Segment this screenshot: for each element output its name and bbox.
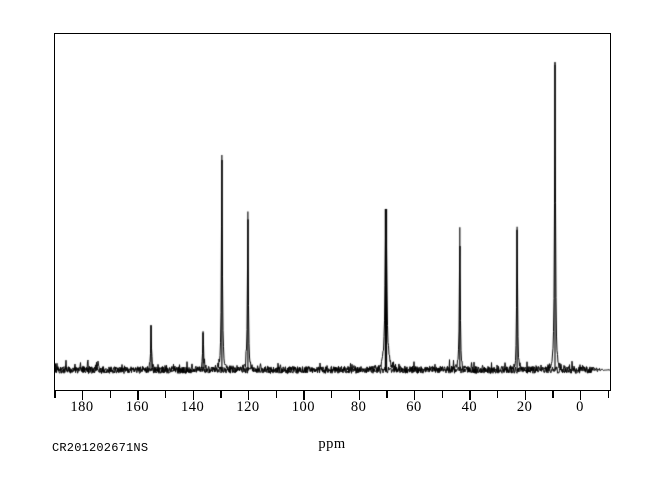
x-axis-tick-label: 140 — [181, 399, 205, 415]
spectrum-trace — [55, 34, 610, 390]
x-axis-minor-tick — [275, 391, 277, 398]
x-axis-minor-tick — [441, 391, 443, 398]
x-axis-minor-tick — [331, 391, 333, 398]
x-axis-major-tick — [524, 391, 526, 400]
x-axis-tick-label: 40 — [461, 399, 478, 415]
x-axis-tick-label: 20 — [516, 399, 533, 415]
x-axis-tick-label: 100 — [291, 399, 315, 415]
x-axis-major-tick — [248, 391, 250, 400]
x-axis-minor-tick — [386, 391, 388, 398]
x-axis-tick-label: 0 — [576, 399, 584, 415]
x-axis-minor-tick — [552, 391, 554, 398]
x-axis-title: ppm — [318, 436, 346, 452]
x-axis-minor-tick — [220, 391, 222, 398]
x-axis-major-tick — [469, 391, 471, 400]
x-axis-major-tick — [82, 391, 84, 400]
x-axis-tick-label: 60 — [406, 399, 422, 415]
x-axis-major-tick — [580, 391, 582, 400]
x-axis-major-tick — [358, 391, 360, 400]
x-axis-minor-tick — [497, 391, 499, 398]
x-axis-major-tick — [137, 391, 139, 400]
x-axis-tick-label: 120 — [236, 399, 260, 415]
x-axis-major-tick — [192, 391, 194, 400]
x-axis-tick-label: 180 — [70, 399, 94, 415]
x-axis-minor-tick — [54, 391, 56, 398]
x-axis-minor-tick — [109, 391, 111, 398]
spectrum-plot-frame — [54, 33, 611, 391]
x-axis-major-tick — [303, 391, 305, 400]
x-axis-tick-label: 160 — [125, 399, 149, 415]
x-axis-tick-label: 80 — [350, 399, 367, 415]
x-axis-minor-tick — [607, 391, 609, 398]
x-axis-major-tick — [414, 391, 416, 400]
x-axis — [54, 391, 612, 403]
sample-id-label: CR201202671NS — [52, 441, 149, 455]
x-axis-minor-tick — [165, 391, 167, 398]
